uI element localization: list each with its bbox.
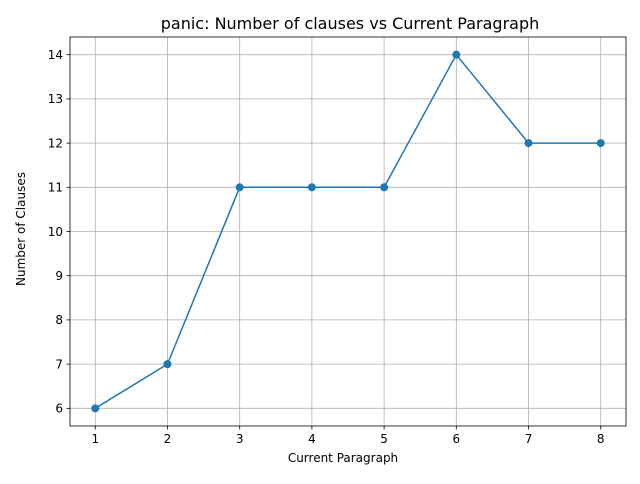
x-tick-label: 8 — [597, 432, 605, 446]
y-tick-label: 8 — [55, 313, 63, 327]
chart-title: panic: Number of clauses vs Current Para… — [161, 14, 540, 33]
y-tick-label: 7 — [55, 357, 63, 371]
y-tick-label: 13 — [48, 92, 63, 106]
data-point — [235, 183, 244, 192]
data-point — [307, 183, 316, 192]
x-axis-label: Current Paragraph — [288, 451, 398, 465]
y-tick-label: 6 — [55, 402, 63, 416]
data-point — [380, 183, 389, 192]
data-point — [524, 139, 533, 148]
y-tick-label: 10 — [48, 225, 63, 239]
x-tick-label: 4 — [308, 432, 316, 446]
data-point — [596, 139, 605, 148]
x-tick-label: 3 — [236, 432, 244, 446]
data-point — [163, 360, 172, 369]
y-tick-label: 12 — [48, 136, 63, 150]
y-axis-label: Number of Clauses — [14, 172, 28, 286]
series-line-layer — [91, 50, 605, 413]
y-axis-ticks: 6 7 8 9 10 11 12 13 14 — [48, 48, 70, 416]
x-tick-label: 2 — [164, 432, 172, 446]
y-tick-label: 14 — [48, 48, 63, 62]
x-tick-label: 7 — [525, 432, 533, 446]
y-tick-label: 9 — [55, 269, 63, 283]
data-point — [91, 404, 100, 413]
x-tick-label: 6 — [452, 432, 460, 446]
x-axis-ticks: 1 2 3 4 5 6 7 8 — [91, 426, 605, 446]
data-point — [452, 50, 461, 59]
x-tick-label: 1 — [91, 432, 99, 446]
series-line — [94, 53, 601, 409]
y-tick-label: 11 — [48, 181, 63, 195]
x-tick-label: 5 — [380, 432, 388, 446]
